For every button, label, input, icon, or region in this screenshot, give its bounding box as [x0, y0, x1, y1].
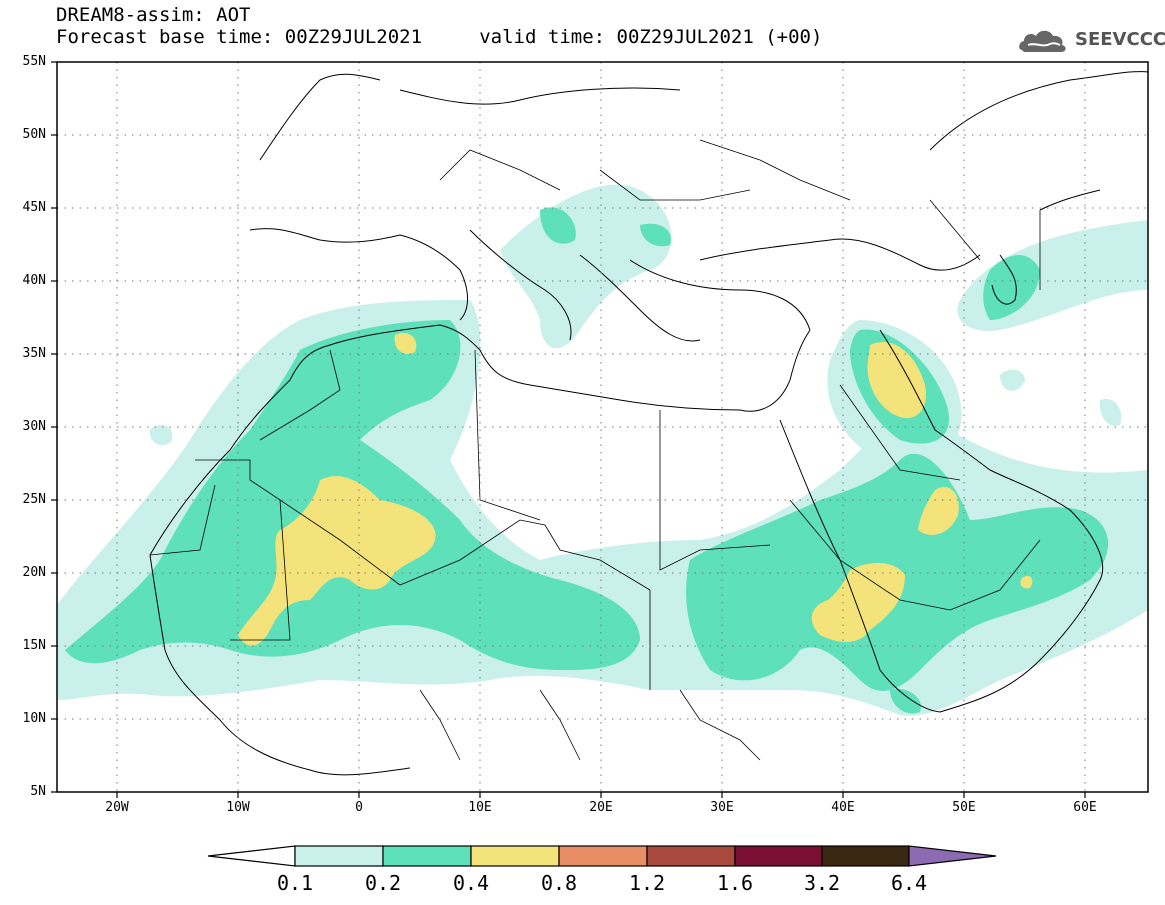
lat-label: 45N: [22, 200, 46, 215]
axis-ticks: [51, 61, 1086, 798]
colorbar-label: 1.6: [716, 871, 754, 895]
lon-label: 10E: [468, 800, 492, 815]
colorbar-cell-5: [646, 845, 736, 867]
lat-label: 5N: [30, 784, 46, 799]
lat-label: 55N: [22, 54, 46, 69]
colorbar-cell-4: [558, 845, 648, 867]
colorbar-over-arrow: [908, 845, 997, 867]
colorbar-label: 0.4: [452, 871, 490, 895]
lat-label: 15N: [22, 638, 46, 653]
lon-label: 20E: [589, 800, 613, 815]
lat-label: 30N: [22, 419, 46, 434]
colorbar-label: 0.1: [276, 871, 314, 895]
map-title: DREAM8-assim: AOT: [56, 4, 251, 26]
colorbar-cell-2: [382, 845, 472, 867]
country-borders: [149, 139, 1041, 761]
forecast-time-line: Forecast base time: 00Z29JUL2021 valid t…: [56, 26, 823, 48]
lon-label: 50E: [952, 800, 976, 815]
colorbar-cell-7: [821, 845, 910, 867]
colorbar-cell-1: [294, 845, 384, 867]
lon-label: 30E: [710, 800, 734, 815]
lat-label: 40N: [22, 273, 46, 288]
logo-text: SEEVCCC: [1075, 29, 1165, 50]
lat-label: 25N: [22, 492, 46, 507]
colorbar-cell-3: [470, 845, 560, 867]
lat-label: 50N: [22, 127, 46, 142]
gridlines: [57, 62, 1148, 792]
lon-label: 60E: [1073, 800, 1097, 815]
colorbar-label: 6.4: [890, 871, 928, 895]
colorbar-label: 1.2: [628, 871, 666, 895]
lon-label: 40E: [831, 800, 855, 815]
colorbar-cell-6: [734, 845, 823, 867]
lon-label: 0: [355, 800, 363, 815]
colorbar-under-arrow: [207, 845, 296, 867]
colorbar-label: 0.2: [364, 871, 402, 895]
colorbar-label: 3.2: [803, 871, 841, 895]
lon-label: 10W: [226, 800, 250, 815]
colorbar-label: 0.8: [540, 871, 578, 895]
lat-label: 10N: [22, 711, 46, 726]
lon-label: 20W: [105, 800, 129, 815]
colorbar: [207, 845, 997, 867]
cloud-logo-icon: [1019, 30, 1066, 52]
coastlines: [149, 71, 1148, 776]
lat-label: 20N: [22, 565, 46, 580]
lat-label: 35N: [22, 346, 46, 361]
